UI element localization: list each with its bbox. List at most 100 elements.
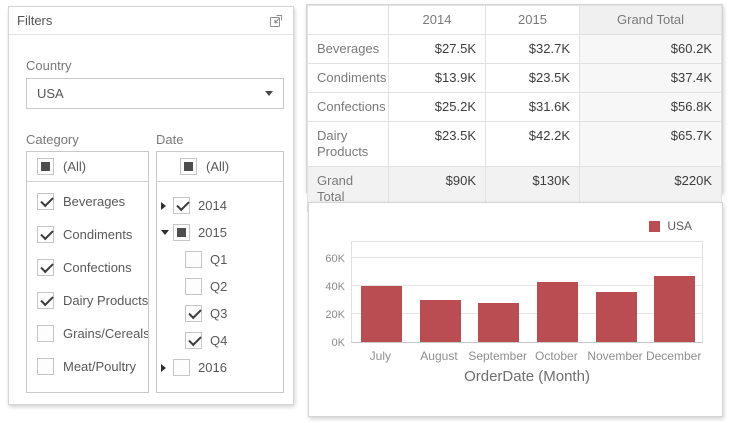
pivot-row-header: Condiments	[307, 63, 389, 93]
date-item-label: Q2	[210, 279, 228, 294]
pivot-table-panel: 2014 2015 Grand Total Beverages $27.5K $32.7…	[306, 4, 723, 212]
checkbox-unchecked-icon[interactable]	[173, 359, 190, 376]
checkbox-checked-icon[interactable]	[37, 292, 54, 309]
gridline	[352, 257, 702, 259]
chart-bar-december[interactable]	[654, 276, 696, 342]
checkbox-unchecked-icon[interactable]	[185, 251, 202, 268]
chart-plot-area	[351, 241, 703, 343]
x-axis-labels: July August September October November Decemb…	[351, 349, 703, 363]
chart-bar-september[interactable]	[478, 302, 520, 342]
pivot-corner-cell	[307, 5, 389, 35]
date-tree-item[interactable]: 2014	[157, 192, 283, 219]
table-row: Beverages $27.5K $32.7K $60.2K	[307, 34, 722, 64]
category-item[interactable]: Grains/Cereals	[27, 317, 148, 350]
checkbox-checked-icon[interactable]	[185, 332, 202, 349]
pivot-table: 2014 2015 Grand Total Beverages $27.5K $32.7…	[307, 5, 722, 212]
country-dropdown[interactable]: USA	[26, 78, 284, 109]
x-axis-tick-label: September	[468, 349, 528, 363]
checkbox-unchecked-icon[interactable]	[37, 325, 54, 342]
pivot-cell: $32.7K	[485, 34, 580, 64]
category-item-label: Dairy Products	[63, 293, 149, 308]
checkbox-unchecked-icon[interactable]	[185, 278, 202, 295]
date-item-label: Q1	[210, 252, 228, 267]
x-axis-tick-label: August	[420, 349, 458, 363]
gridline	[352, 285, 702, 287]
category-listbox: (All) Beverages Condiments Confections Dair…	[26, 151, 149, 393]
chart-legend: USA	[649, 219, 692, 233]
table-row: Dairy Products $23.5K $42.2K $65.7K	[307, 121, 722, 167]
date-item-label: 2014	[198, 198, 227, 213]
pivot-cell: $60.2K	[579, 34, 722, 64]
category-item[interactable]: Beverages	[27, 185, 148, 218]
category-item[interactable]: Meat/Poultry	[27, 350, 148, 383]
legend-series-label: USA	[667, 219, 692, 233]
filters-panel-header: Filters	[9, 7, 293, 35]
checkbox-indeterminate-icon[interactable]	[180, 158, 197, 175]
pivot-cell: $42.2K	[485, 121, 580, 167]
date-tree-item[interactable]: Q4	[157, 327, 283, 354]
category-item[interactable]: Condiments	[27, 218, 148, 251]
expander-collapsed-icon[interactable]	[161, 202, 173, 210]
x-axis-tick-label: October	[535, 349, 578, 363]
date-listbox: (All) 2014 2015 Q1 Q2 Q3 Q4 2016	[156, 151, 284, 393]
category-item[interactable]: Dairy Products	[27, 284, 148, 317]
date-item-label: Q4	[210, 333, 228, 348]
expander-collapsed-icon[interactable]	[161, 364, 173, 372]
pivot-cell: $37.4K	[579, 63, 722, 93]
checkbox-checked-icon[interactable]	[173, 197, 190, 214]
y-axis-tick-label: 20K	[325, 309, 345, 322]
date-label: Date	[156, 132, 184, 147]
chart-bar-august[interactable]	[419, 300, 461, 342]
category-item[interactable]: Confections	[27, 251, 148, 284]
category-item-all[interactable]: (All)	[27, 152, 148, 182]
export-icon[interactable]	[267, 12, 285, 30]
checkbox-indeterminate-icon[interactable]	[173, 224, 190, 241]
date-tree-item[interactable]: Q3	[157, 300, 283, 327]
checkbox-checked-icon[interactable]	[37, 193, 54, 210]
checkbox-checked-icon[interactable]	[185, 305, 202, 322]
country-label: Country	[26, 58, 72, 73]
chart-bar-october[interactable]	[536, 281, 578, 342]
y-axis-tick-label: 60K	[325, 253, 345, 266]
pivot-column-header: 2015	[485, 5, 580, 35]
pivot-cell: $56.8K	[579, 92, 722, 122]
x-axis-tick-label: November	[587, 349, 643, 363]
pivot-cell: $23.5K	[388, 121, 486, 167]
category-item-label: Condiments	[63, 227, 133, 242]
chart-bar-july[interactable]	[360, 286, 402, 342]
filters-panel: Filters Country USA Category Date (All) …	[8, 6, 294, 405]
date-tree-item[interactable]: 2016	[157, 354, 283, 381]
table-row: Condiments $13.9K $23.5K $37.4K	[307, 63, 722, 93]
chart-bar-november[interactable]	[595, 291, 637, 342]
pivot-column-header: 2014	[388, 5, 486, 35]
pivot-row-header: Confections	[307, 92, 389, 122]
legend-swatch-icon	[649, 220, 661, 232]
x-axis-tick-label: December	[645, 349, 702, 363]
expander-expanded-icon[interactable]	[161, 230, 173, 235]
category-item-label: Beverages	[63, 194, 126, 209]
pivot-cell: $13.9K	[388, 63, 486, 93]
date-item-all[interactable]: (All)	[157, 152, 283, 182]
table-row: Confections $25.2K $31.6K $56.8K	[307, 92, 722, 122]
pivot-column-header: Grand Total	[579, 5, 722, 35]
date-item-label: Q3	[210, 306, 228, 321]
date-tree-item[interactable]: Q2	[157, 273, 283, 300]
checkbox-checked-icon[interactable]	[37, 259, 54, 276]
chevron-down-icon	[265, 91, 273, 96]
y-axis-tick-label: 0K	[331, 337, 345, 349]
checkbox-indeterminate-icon[interactable]	[37, 158, 54, 175]
date-item-label: 2016	[198, 360, 227, 375]
pivot-cell: $25.2K	[388, 92, 486, 122]
category-label: Category	[26, 132, 79, 147]
date-item-label: (All)	[206, 159, 230, 174]
pivot-cell: $31.6K	[485, 92, 580, 122]
category-item-label: (All)	[63, 159, 87, 174]
category-item-label: Meat/Poultry	[63, 359, 136, 374]
category-item-label: Confections	[63, 260, 132, 275]
panel-title: Filters	[17, 13, 53, 28]
date-tree-item[interactable]: 2015	[157, 219, 283, 246]
checkbox-unchecked-icon[interactable]	[37, 358, 54, 375]
date-tree-item[interactable]: Q1	[157, 246, 283, 273]
checkbox-checked-icon[interactable]	[37, 226, 54, 243]
